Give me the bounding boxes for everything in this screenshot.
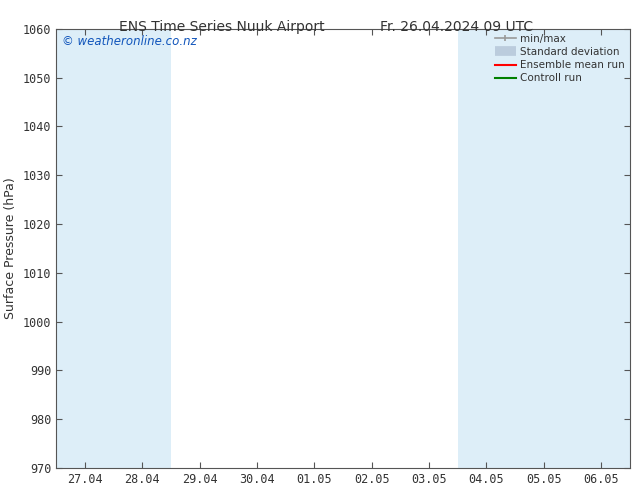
Bar <box>113 29 171 468</box>
Text: Fr. 26.04.2024 09 UTC: Fr. 26.04.2024 09 UTC <box>380 20 533 34</box>
Bar <box>458 29 515 468</box>
Legend: min/max, Standard deviation, Ensemble mean run, Controll run: min/max, Standard deviation, Ensemble me… <box>495 34 624 83</box>
Bar <box>573 29 630 468</box>
Bar <box>515 29 573 468</box>
Y-axis label: Surface Pressure (hPa): Surface Pressure (hPa) <box>4 177 17 319</box>
Text: ENS Time Series Nuuk Airport: ENS Time Series Nuuk Airport <box>119 20 325 34</box>
Bar <box>56 29 113 468</box>
Text: © weatheronline.co.nz: © weatheronline.co.nz <box>62 35 197 49</box>
